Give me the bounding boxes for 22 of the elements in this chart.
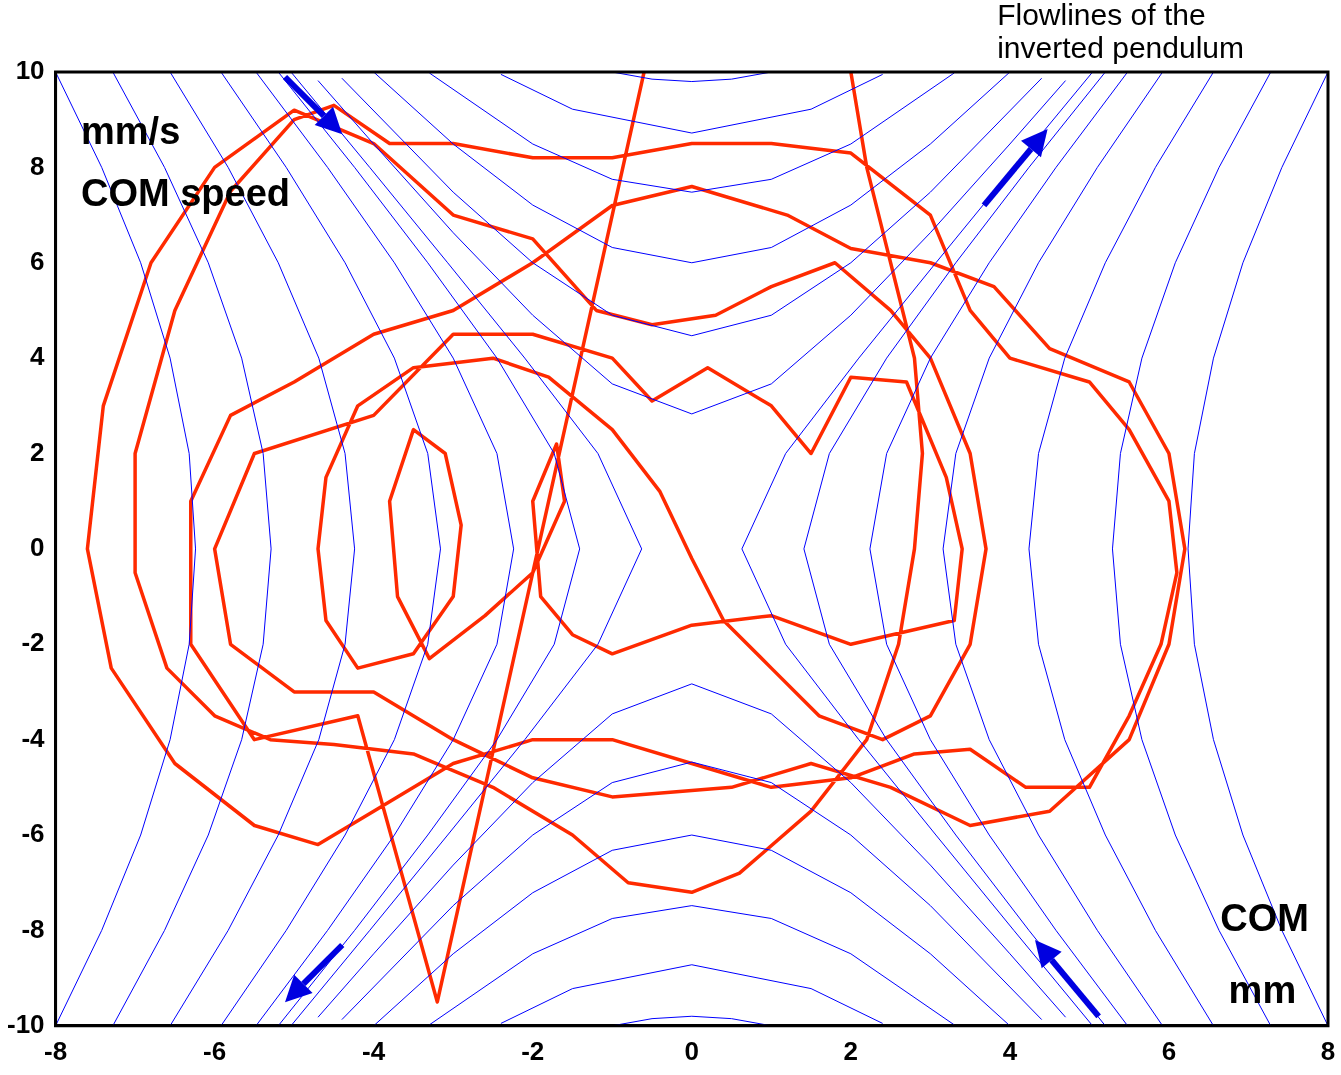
text: Flowlines of the inverted pendulum (997, 0, 1244, 65)
y-tick-label: -4 (21, 722, 46, 753)
x-tick-label: 2 (843, 1035, 859, 1066)
y-tick-label: 0 (30, 532, 45, 563)
annotation: mm (1228, 968, 1297, 1011)
y-tick-label: 8 (30, 150, 45, 181)
y-tick-label: 4 (30, 341, 46, 372)
x-tick-label: -2 (521, 1035, 545, 1066)
y-tick-label: 2 (30, 436, 45, 467)
y-tick-label: -8 (21, 913, 45, 944)
y-tick-label: -2 (21, 627, 45, 658)
y-tick-label: -6 (21, 818, 45, 849)
x-tick-label: 4 (1002, 1035, 1018, 1066)
x-tick-label: 0 (684, 1035, 700, 1066)
annotation: COM (1220, 897, 1309, 940)
y-tick-label: 6 (30, 245, 45, 276)
y-tick-label: 10 (15, 55, 45, 86)
x-tick-label: 6 (1161, 1035, 1177, 1066)
x-tick-label: -4 (362, 1035, 386, 1066)
y-tick-label: -10 (7, 1008, 45, 1039)
x-tick-label: 8 (1320, 1035, 1336, 1066)
x-tick-label: -6 (203, 1035, 227, 1066)
